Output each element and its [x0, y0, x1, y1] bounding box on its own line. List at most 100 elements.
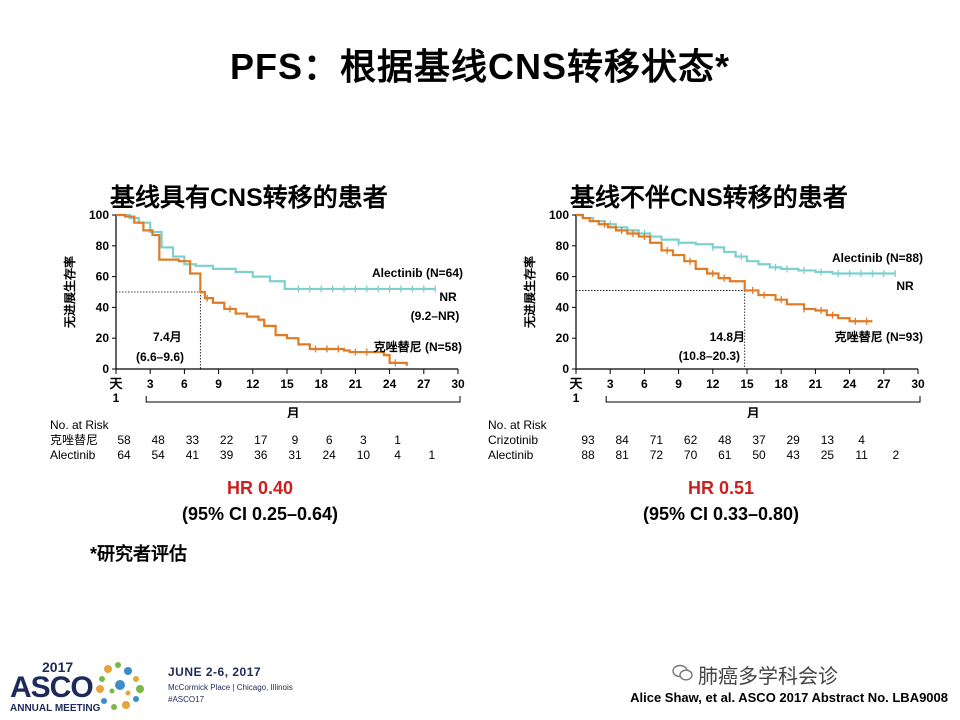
x-tick-label-day: 天: [569, 376, 583, 391]
risk-table-cell: 62: [683, 433, 698, 447]
x-tick-label-day-sub: 1: [573, 391, 580, 405]
alectinib-median-nr: NR: [896, 279, 914, 293]
risk-table-cell: 24: [322, 448, 336, 462]
risk-table-row-label: Crizotinib: [488, 433, 539, 447]
y-tick-label: 40: [96, 300, 110, 314]
risk-table-cell: 70: [683, 448, 698, 462]
y-tick-label: 0: [102, 362, 109, 376]
risk-table-cell: 84: [615, 433, 629, 447]
risk-table-cell: 29: [786, 433, 800, 447]
risk-table-cell: 10: [356, 448, 371, 462]
page-title: PFS：根据基线CNS转移状态*: [229, 46, 731, 87]
x-tick-label: 27: [417, 377, 431, 391]
risk-table-row-label: Alectinib: [50, 448, 96, 462]
x-tick-label: 9: [215, 377, 222, 391]
x-tick-label: 21: [349, 377, 363, 391]
risk-table-header: No. at Risk: [50, 418, 470, 433]
y-axis-label: 无进展生存率: [522, 256, 537, 329]
x-tick-label: 12: [246, 377, 260, 391]
risk-table-cell: 2: [892, 448, 900, 462]
asco-dots-icon: [96, 662, 144, 710]
risk-table-cell: 48: [718, 433, 732, 447]
y-tick-label: 100: [549, 208, 569, 222]
risk-table-cell: 81: [615, 448, 629, 462]
x-tick-label: 24: [843, 377, 857, 391]
x-axis-bracket: [145, 396, 461, 403]
risk-table-cell: 33: [185, 433, 200, 447]
x-tick-label: 6: [641, 377, 648, 391]
risk-table-cell: 50: [752, 448, 766, 462]
risk-table-cell: 25: [820, 448, 835, 462]
alectinib-median-nr: NR: [439, 290, 457, 304]
asco-logo: 2017 ASCO ANNUAL MEETING JUNE 2-6, 2017 …: [8, 655, 308, 717]
risk-table-header-label: No. at Risk: [488, 418, 547, 432]
x-tick-label: 6: [181, 377, 188, 391]
risk-table-row: Alectinib 64 54 41 39 36 31 24 10 4 1: [50, 448, 470, 463]
y-tick-label: 40: [556, 300, 570, 314]
risk-table-cell: 22: [219, 433, 234, 447]
risk-table-cell: 93: [581, 433, 595, 447]
wechat-icon: [672, 664, 693, 681]
meeting-date: JUNE 2-6, 2017: [168, 665, 262, 679]
x-tick-label: 27: [877, 377, 891, 391]
crizotinib-median-ci: (6.6–9.6): [136, 350, 184, 364]
crizotinib-annotation: 克唑替尼 (N=58): [374, 339, 462, 354]
risk-table-cell: 1: [428, 448, 436, 462]
y-tick-label: 80: [96, 239, 110, 253]
y-tick-label: 60: [96, 270, 110, 284]
crizotinib-median-label: 14.8月: [710, 330, 745, 344]
right-confidence-interval: (95% CI 0.33–0.80): [642, 504, 800, 524]
risk-table-row-label: Alectinib: [488, 448, 534, 462]
x-tick-label: 3: [607, 377, 614, 391]
risk-table-cell: 43: [786, 448, 800, 462]
x-tick-label: 15: [740, 377, 754, 391]
meeting-hashtag: #ASCO17: [168, 695, 205, 704]
risk-table-cell: 4: [858, 433, 865, 447]
risk-table-cell: 39: [219, 448, 234, 462]
alectinib-curve: [576, 213, 896, 275]
risk-table-cell: 36: [254, 448, 268, 462]
x-axis-label: 月: [746, 406, 760, 418]
asco-subtitle: ANNUAL MEETING: [10, 703, 101, 714]
x-axis-label: 月: [286, 406, 300, 418]
x-tick-label-day-sub: 1: [113, 391, 120, 405]
risk-table-cell: 37: [752, 433, 766, 447]
risk-table-cell: 31: [288, 448, 302, 462]
x-tick-label: 12: [706, 377, 720, 391]
risk-table-cell: 58: [117, 433, 131, 447]
risk-table-cell: 3: [360, 433, 367, 447]
alectinib-annotation: Alectinib (N=64): [372, 266, 463, 280]
y-tick-label: 60: [556, 270, 570, 284]
asco-year: 2017: [42, 659, 74, 675]
risk-table-cell: 54: [151, 448, 165, 462]
risk-table-cell: 13: [820, 433, 835, 447]
x-tick-label: 15: [280, 377, 294, 391]
risk-table-cell: 64: [117, 448, 131, 462]
footnote: *研究者评估: [90, 544, 188, 564]
risk-table-cell: 48: [151, 433, 165, 447]
alectinib-median-ci: (9.2–NR): [411, 309, 460, 323]
x-tick-label: 3: [147, 377, 154, 391]
risk-table-cell: 61: [718, 448, 732, 462]
risk-table-cell: 41: [185, 448, 200, 462]
risk-table-cell: 88: [581, 448, 595, 462]
x-tick-label-day: 天: [109, 376, 123, 391]
risk-table-cell: 1: [394, 433, 401, 447]
risk-table-row-label: 克唑替尼: [50, 433, 99, 447]
left-confidence-interval: (95% CI 0.25–0.64): [181, 504, 339, 524]
left-panel-title: 基线具有CNS转移的患者: [110, 184, 388, 212]
left-risk-table: No. at Risk 克唑替尼 58 48 33 22 17 9 6 3 1 Alectinib 64…: [50, 418, 470, 463]
risk-table-cell: 17: [254, 433, 268, 447]
right-hazard-ratio: HR 0.51: [687, 478, 755, 498]
risk-table-header-label: No. at Risk: [50, 418, 109, 432]
crizotinib-median-ci: (10.8–20.3): [679, 349, 740, 363]
risk-table-cell: 11: [855, 448, 868, 462]
y-tick-label: 20: [556, 331, 570, 345]
risk-table-header: No. at Risk: [488, 418, 928, 433]
alectinib-annotation: Alectinib (N=88): [832, 251, 923, 265]
risk-table-row: Alectinib 88 81 72 70 61 50 43 25 11 2: [488, 448, 928, 463]
asco-name: ASCO: [10, 671, 94, 704]
crizotinib-curve: [116, 213, 408, 366]
risk-table-cell: 6: [325, 433, 333, 447]
